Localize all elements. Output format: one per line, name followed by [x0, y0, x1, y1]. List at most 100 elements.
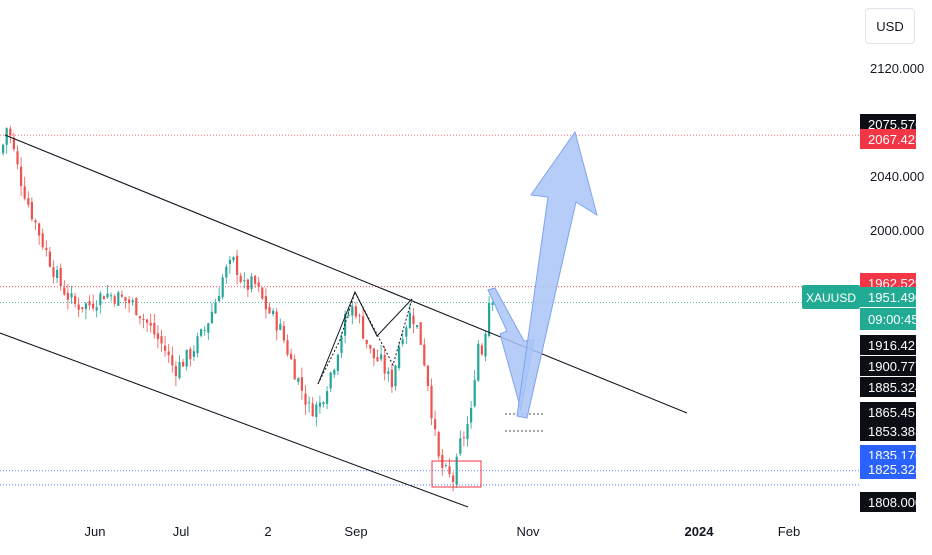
candle [5, 127, 8, 154]
candle [174, 361, 177, 387]
y-tick-label: 2120.000 [870, 61, 924, 76]
candle [124, 297, 127, 309]
x-tick-label: Jul [173, 524, 190, 539]
candle [210, 302, 213, 325]
candle [232, 256, 235, 263]
candle [383, 345, 386, 381]
y-axis-price-labels: 2075.5762067.4281962.5291951.4901916.421… [860, 114, 922, 512]
price-label-badge: 1825.328 [860, 459, 922, 479]
candle [419, 322, 422, 346]
candle [23, 176, 26, 201]
candle [322, 401, 325, 408]
candle [2, 143, 5, 156]
candle [146, 318, 149, 332]
price-label-text: 1825.328 [868, 462, 922, 477]
x-tick-label: Jun [85, 524, 106, 539]
candle [470, 401, 473, 429]
x-tick-label: Sep [344, 524, 367, 539]
candle [81, 307, 84, 313]
candle [178, 355, 181, 380]
zigzag-pattern-solid[interactable] [317, 290, 413, 385]
channel-lower-line[interactable] [0, 332, 469, 508]
x-tick-label: 2 [264, 524, 271, 539]
candle [182, 358, 185, 367]
candles [2, 125, 494, 492]
candle [329, 371, 332, 393]
y-tick-label: 2000.000 [870, 223, 924, 238]
candle [462, 431, 465, 447]
candle [358, 313, 361, 324]
x-tick-label: Feb [778, 524, 800, 539]
candle [149, 313, 152, 333]
y-axis-ticks: 2120.000 2040.000 2000.000 [870, 61, 924, 238]
support-zone-box[interactable] [431, 460, 482, 488]
candle [200, 328, 203, 338]
symbol-label: XAUUSD [806, 291, 856, 305]
price-level-lines [0, 134, 860, 486]
candle [416, 324, 419, 330]
candle [246, 278, 249, 297]
candle [45, 240, 48, 257]
candle [261, 286, 264, 300]
candle [106, 284, 109, 299]
countdown-tag: 09:00:45 [860, 308, 919, 330]
candle [351, 301, 354, 325]
candle [401, 332, 404, 347]
candle [354, 302, 357, 319]
candle [405, 324, 408, 344]
candle [120, 290, 123, 298]
candle [300, 367, 303, 400]
candle [203, 325, 206, 336]
candle [488, 296, 491, 338]
candle [268, 302, 271, 315]
candle [430, 378, 433, 426]
channel-upper-line[interactable] [4, 134, 688, 414]
price-label-badge: 2067.428 [860, 129, 922, 149]
x-tick-label: Nov [516, 524, 540, 539]
candle [272, 308, 275, 317]
candle [466, 415, 469, 447]
candle [221, 273, 224, 300]
up-arrow[interactable] [516, 130, 598, 419]
candle [239, 272, 242, 284]
candle [434, 410, 437, 436]
candle [423, 338, 426, 367]
candle [318, 395, 321, 414]
candle [297, 377, 300, 385]
candle [56, 265, 59, 284]
price-label-text: 1865.451 [868, 405, 922, 420]
candle [459, 430, 462, 456]
zigzag-pattern-dotted[interactable] [317, 290, 413, 385]
symbol-tag[interactable]: XAUUSD [802, 285, 860, 309]
price-label-text: 1916.421 [868, 338, 922, 353]
candle [477, 340, 480, 383]
candle [52, 260, 55, 284]
candle [74, 292, 77, 308]
price-label-badge: 1885.324 [860, 377, 922, 397]
candle [156, 325, 159, 349]
candle [142, 313, 145, 329]
candle [27, 191, 30, 208]
candle [372, 348, 375, 367]
candle [455, 453, 458, 489]
candle [30, 197, 33, 222]
candle [254, 274, 257, 288]
candle [452, 472, 455, 492]
candle [236, 249, 239, 285]
candle [336, 353, 339, 376]
candle [279, 318, 282, 331]
currency-button[interactable]: USD [865, 8, 915, 44]
countdown-label: 09:00:45 [868, 312, 919, 327]
price-label-text: 1951.490 [868, 290, 922, 305]
candle [135, 297, 138, 316]
candle [113, 293, 116, 307]
candle [12, 132, 15, 152]
price-label-badge: 1865.451 [860, 402, 922, 422]
candle [160, 329, 163, 352]
candle [326, 386, 329, 410]
candle [171, 346, 174, 373]
candle [282, 321, 285, 344]
candle [473, 370, 476, 408]
